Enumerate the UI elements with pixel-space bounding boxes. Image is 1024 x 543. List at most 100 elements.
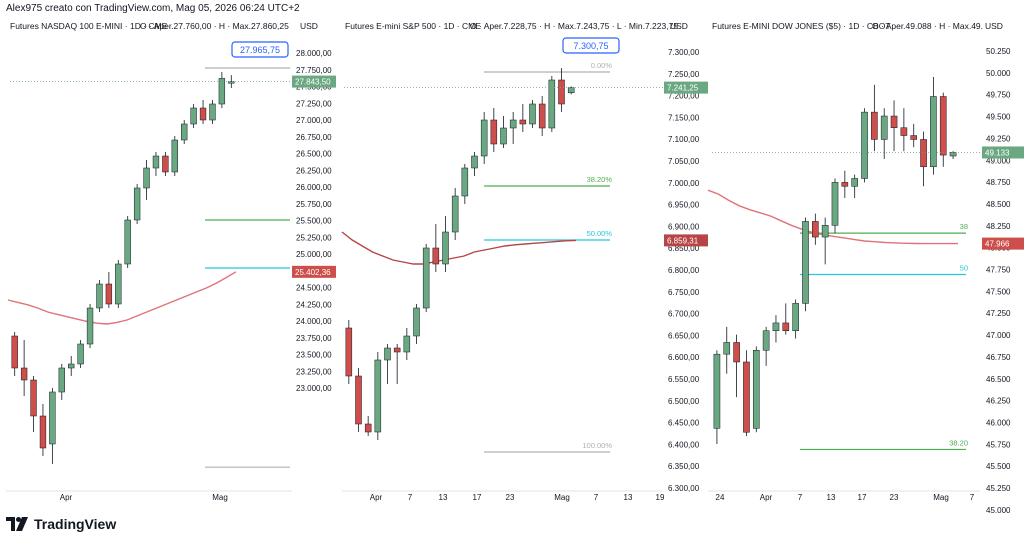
chart-title: Futures E-MINI DOW JONES ($5) · 1D · CBO… bbox=[712, 21, 891, 31]
y-tick-label: 45.250 bbox=[986, 484, 1011, 493]
candle-body bbox=[762, 330, 770, 351]
y-tick-label: 49.500 bbox=[986, 113, 1011, 122]
last-price-badge-bg bbox=[664, 81, 708, 94]
y-tick-label: 7.050,00 bbox=[668, 157, 700, 166]
y-tick-label: 27.250,00 bbox=[296, 99, 332, 108]
y-tick-label: 27.750,00 bbox=[296, 66, 332, 75]
y-tick-label: 47.500 bbox=[986, 287, 1011, 296]
candle-body bbox=[181, 123, 188, 141]
y-tick-label: 25.500,00 bbox=[296, 217, 332, 226]
candle-body bbox=[152, 155, 160, 169]
candle-body bbox=[812, 221, 819, 238]
candle-body bbox=[733, 342, 740, 363]
x-tick-label: Apr bbox=[60, 493, 73, 502]
y-tick-label: 6.450,00 bbox=[668, 419, 700, 428]
y-tick-label: 7.000,00 bbox=[668, 179, 700, 188]
candle-body bbox=[374, 359, 382, 433]
candle-body bbox=[442, 231, 449, 265]
candle-body bbox=[355, 375, 362, 425]
price-badges: 27.843,50 25.402,36 27.965,75 bbox=[10, 41, 336, 278]
fib-level-label: 0.00% bbox=[591, 61, 613, 70]
candle-body bbox=[558, 79, 565, 105]
chart-dowjones[interactable]: Futures E-MINI DOW JONES ($5) · 1D · CBO… bbox=[707, 21, 1024, 515]
chart-ohlc: O · Aper.49.088 · H · Max.49. bbox=[872, 21, 983, 31]
ma-badge-text: 47.966 bbox=[985, 240, 1010, 249]
candle-body bbox=[451, 195, 459, 233]
x-tick-label: 23 bbox=[890, 493, 899, 502]
candle-body bbox=[422, 247, 430, 309]
last-price-badge-bg bbox=[292, 75, 336, 88]
fib-levels: 0.00% 38.20% 50.00% 100.00% bbox=[484, 61, 613, 453]
ma-badge-text: 25.402,36 bbox=[295, 268, 331, 277]
candle-body bbox=[821, 225, 829, 238]
y-tick-label: 27.000,00 bbox=[296, 116, 332, 125]
candles bbox=[713, 76, 957, 444]
x-tick-label: 7 bbox=[970, 493, 975, 502]
ma-badge-text: 6.859,31 bbox=[667, 236, 699, 245]
x-tick-label: Apr bbox=[760, 493, 773, 502]
chart-sp500[interactable]: Futures E-mini S&P 500 · 1D · CME O · Ap… bbox=[341, 21, 708, 502]
y-tick-label: 48.500 bbox=[986, 200, 1011, 209]
ma-badge-bg bbox=[664, 234, 708, 247]
x-axis: Apr Mag bbox=[60, 493, 228, 502]
x-axis: 24 Apr 7 13 17 23 Mag 7 bbox=[716, 493, 975, 502]
y-tick-label: 26.250,00 bbox=[296, 166, 332, 175]
y-tick-label: 6.600,00 bbox=[668, 353, 700, 362]
y-tick-label: 25.750,00 bbox=[296, 200, 332, 209]
candle-body bbox=[133, 187, 141, 221]
y-tick-label: 47.250 bbox=[986, 309, 1011, 318]
candle-body bbox=[461, 167, 469, 197]
y-tick-label: 7.150,00 bbox=[668, 113, 700, 122]
y-tick-label: 7.250,00 bbox=[668, 70, 700, 79]
candle-body bbox=[900, 127, 908, 136]
y-tick-label: 6.350,00 bbox=[668, 462, 700, 471]
fib-level-label: 38 bbox=[960, 222, 968, 231]
candle-body bbox=[841, 182, 849, 187]
chart-ohlc: O · Aper.7.228,75 · H · Max.7.243,75 · L… bbox=[470, 21, 678, 31]
candle-body bbox=[743, 361, 750, 433]
candle-body bbox=[432, 247, 440, 265]
fib-levels bbox=[205, 67, 290, 468]
ma-badge-bg bbox=[982, 237, 1024, 250]
last-price-badge-bg bbox=[982, 146, 1024, 159]
x-tick-label: 19 bbox=[656, 493, 665, 502]
x-tick-label: 24 bbox=[716, 493, 725, 502]
candle-body bbox=[68, 363, 75, 369]
y-tick-label: 49.250 bbox=[986, 134, 1011, 143]
candle-body bbox=[30, 379, 37, 417]
chart-title: Futures E-mini S&P 500 · 1D · CME bbox=[345, 21, 481, 31]
brand-name: TradingView bbox=[34, 516, 117, 532]
candle-body bbox=[871, 111, 878, 140]
x-tick-label: 13 bbox=[624, 493, 633, 502]
y-tick-label: 6.850,00 bbox=[668, 244, 700, 253]
candle-body bbox=[949, 152, 957, 157]
candle-body bbox=[910, 135, 918, 140]
candle-body bbox=[490, 119, 498, 145]
y-tick-label: 7.100,00 bbox=[668, 135, 700, 144]
y-tick-label: 49.750 bbox=[986, 91, 1011, 100]
candle-body bbox=[384, 347, 391, 361]
last-price-badge-text: 27.843,50 bbox=[295, 78, 331, 87]
ma-line bbox=[341, 231, 577, 265]
candle-body bbox=[115, 263, 122, 305]
moving-average bbox=[707, 189, 958, 245]
candle-body bbox=[723, 342, 731, 355]
chart-title: Futures NASDAQ 100 E-MINI · 1D · CME bbox=[10, 21, 168, 31]
chart-nasdaq[interactable]: Futures NASDAQ 100 E-MINI · 1D · CME O ·… bbox=[6, 21, 336, 502]
x-tick-label: 13 bbox=[827, 493, 836, 502]
candle-body bbox=[58, 367, 65, 393]
candle-body bbox=[105, 283, 113, 305]
y-tick-label: 48.750 bbox=[986, 178, 1011, 187]
y-tick-label: 45.500 bbox=[986, 462, 1011, 471]
candle-body bbox=[345, 327, 353, 377]
y-tick-label: 48.250 bbox=[986, 222, 1011, 231]
fib-level-label: 100.00% bbox=[582, 441, 612, 450]
candle-body bbox=[20, 367, 28, 381]
candle-body bbox=[538, 103, 546, 129]
brand: TradingView bbox=[6, 516, 116, 532]
y-tick-label: 45.750 bbox=[986, 440, 1011, 449]
currency-label: USD bbox=[985, 21, 1003, 31]
candle-body bbox=[11, 335, 18, 369]
chart-ohlc: O · Aper.27.760,00 · H · Max.27.860,25 bbox=[140, 21, 289, 31]
